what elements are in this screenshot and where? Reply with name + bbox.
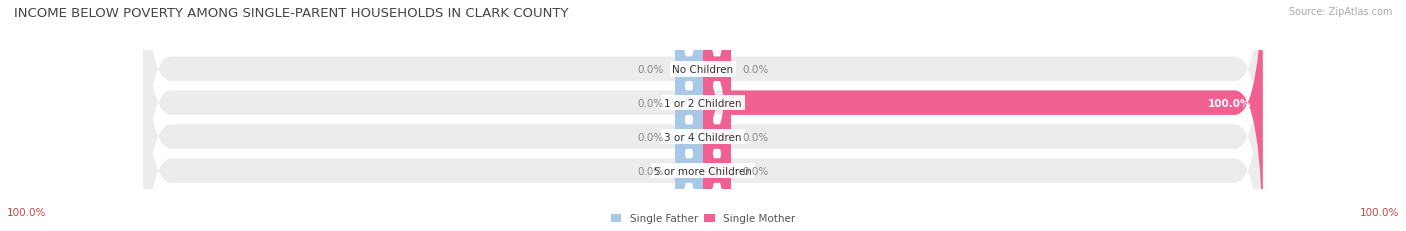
Text: Source: ZipAtlas.com: Source: ZipAtlas.com [1288, 7, 1392, 17]
FancyBboxPatch shape [703, 0, 731, 231]
Text: 100.0%: 100.0% [1208, 98, 1251, 108]
Text: 3 or 4 Children: 3 or 4 Children [664, 132, 742, 142]
FancyBboxPatch shape [143, 14, 1263, 231]
Text: No Children: No Children [672, 64, 734, 74]
FancyBboxPatch shape [143, 0, 1263, 231]
Text: 0.0%: 0.0% [742, 166, 769, 176]
Text: 100.0%: 100.0% [7, 207, 46, 217]
Text: 5 or more Children: 5 or more Children [654, 166, 752, 176]
Text: 0.0%: 0.0% [637, 166, 664, 176]
FancyBboxPatch shape [675, 0, 703, 231]
Text: 1 or 2 Children: 1 or 2 Children [664, 98, 742, 108]
Text: 0.0%: 0.0% [637, 64, 664, 74]
FancyBboxPatch shape [703, 0, 731, 226]
Text: 0.0%: 0.0% [742, 64, 769, 74]
FancyBboxPatch shape [703, 14, 731, 231]
FancyBboxPatch shape [703, 0, 1263, 231]
Legend: Single Father, Single Mother: Single Father, Single Mother [610, 213, 796, 224]
Text: INCOME BELOW POVERTY AMONG SINGLE-PARENT HOUSEHOLDS IN CLARK COUNTY: INCOME BELOW POVERTY AMONG SINGLE-PARENT… [14, 7, 568, 20]
FancyBboxPatch shape [675, 14, 703, 231]
FancyBboxPatch shape [675, 0, 703, 226]
Text: 0.0%: 0.0% [637, 98, 664, 108]
Text: 0.0%: 0.0% [637, 132, 664, 142]
FancyBboxPatch shape [143, 0, 1263, 231]
FancyBboxPatch shape [143, 0, 1263, 226]
Text: 0.0%: 0.0% [742, 132, 769, 142]
FancyBboxPatch shape [675, 0, 703, 231]
Text: 100.0%: 100.0% [1360, 207, 1399, 217]
